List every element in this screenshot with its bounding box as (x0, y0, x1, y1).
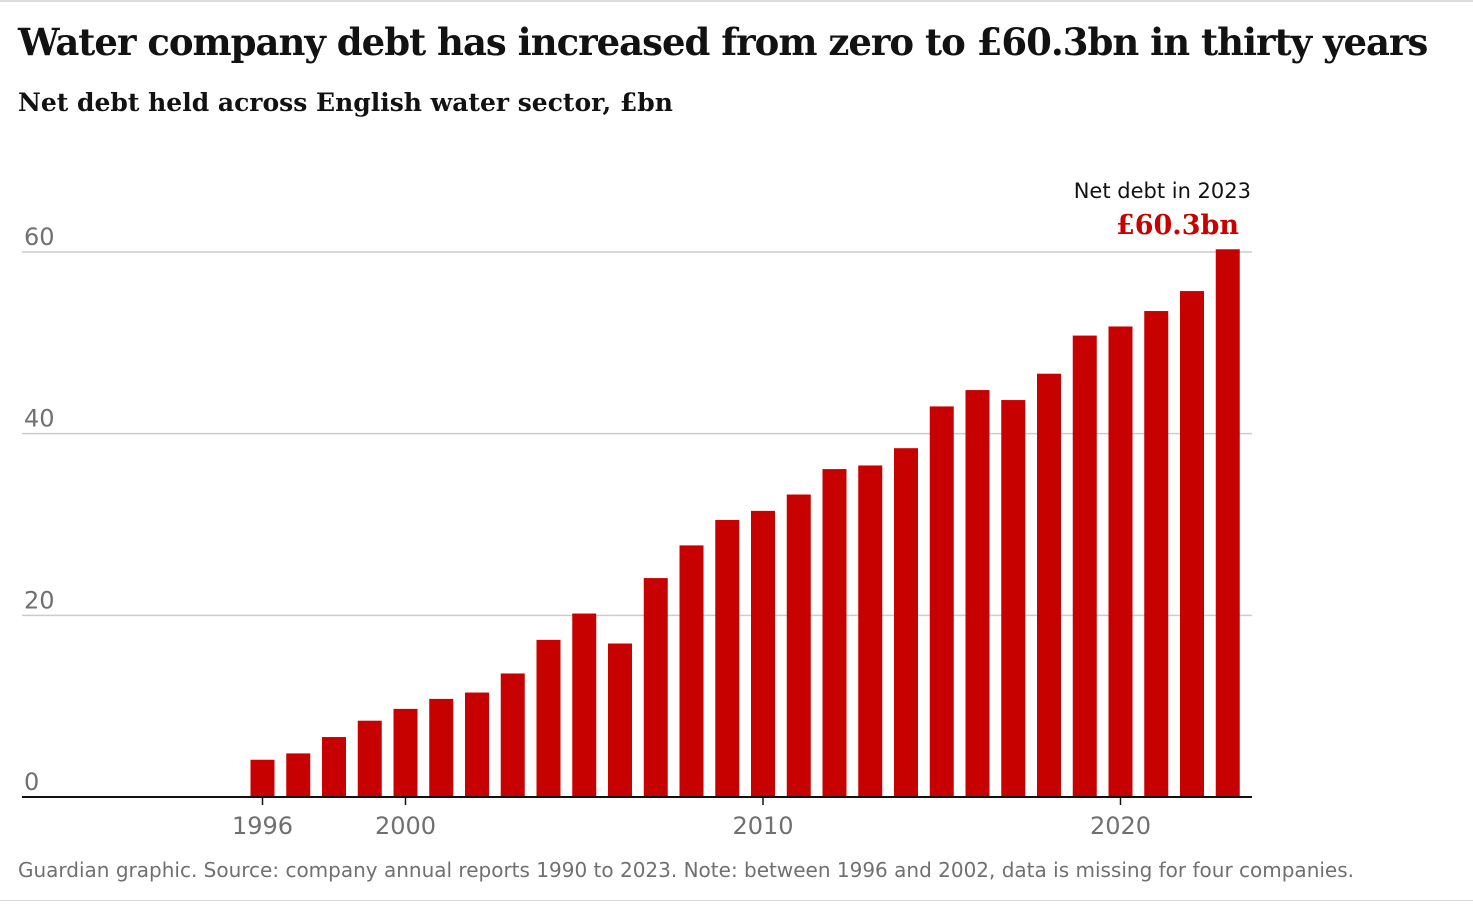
axes: 1996 2000 2010 2020 (22, 796, 1252, 840)
bar-2002 (465, 692, 489, 797)
bar-1999 (357, 720, 382, 797)
bar-2016 (965, 390, 990, 797)
bar-2010 (751, 510, 775, 797)
chart-subtitle: Net debt held across English water secto… (18, 88, 673, 117)
bar-2018 (1037, 373, 1061, 797)
bar-2014 (894, 448, 918, 797)
gridlines: 0 20 40 60 (22, 223, 1252, 796)
bar-2019 (1072, 335, 1097, 797)
bottom-rule (0, 900, 1473, 901)
chart-title: Water company debt has increased from ze… (18, 20, 1428, 64)
bar-2013 (858, 465, 883, 797)
bars (36, 249, 1240, 797)
x-tick-label-2010: 2010 (732, 812, 793, 840)
x-tick-label-2020: 2020 (1090, 812, 1151, 840)
bar-1998 (322, 737, 346, 797)
bar-2009 (715, 519, 740, 797)
y-tick-label-0: 0 (24, 768, 39, 796)
x-tick-label-2000: 2000 (375, 812, 436, 840)
bar-1997 (286, 753, 311, 797)
bar-2015 (929, 406, 954, 797)
annotation-value: £60.3bn (1116, 210, 1239, 241)
bar-2011 (786, 494, 811, 797)
source-note: Guardian graphic. Source: company annual… (18, 858, 1355, 882)
bar-2020 (1108, 326, 1133, 797)
debt-bar-chart: 0 20 40 60 1996 2000 2010 2020 Net debt in 202… (22, 179, 1252, 840)
bar-2000 (393, 708, 418, 797)
y-tick-label-60: 60 (24, 223, 55, 251)
bar-2023 (1215, 249, 1240, 797)
bar-2006 (608, 643, 632, 797)
bar-2001 (429, 698, 454, 797)
annotation-label: Net debt in 2023 (1074, 179, 1251, 203)
bar-2012 (822, 469, 847, 797)
bar-2003 (500, 673, 525, 797)
bar-2022 (1180, 291, 1204, 797)
y-tick-label-40: 40 (24, 405, 55, 433)
bar-2017 (1001, 400, 1026, 797)
annotation: Net debt in 2023 £60.3bn (1074, 179, 1251, 241)
bar-2021 (1144, 311, 1169, 797)
bar-2007 (643, 578, 668, 797)
bar-2005 (572, 613, 597, 797)
bar-1996 (250, 759, 275, 797)
x-tick-label-1996: 1996 (232, 812, 293, 840)
y-tick-label-20: 20 (24, 586, 55, 614)
bar-2008 (679, 545, 704, 797)
top-rule (0, 0, 1473, 2)
bar-2004 (536, 639, 561, 797)
